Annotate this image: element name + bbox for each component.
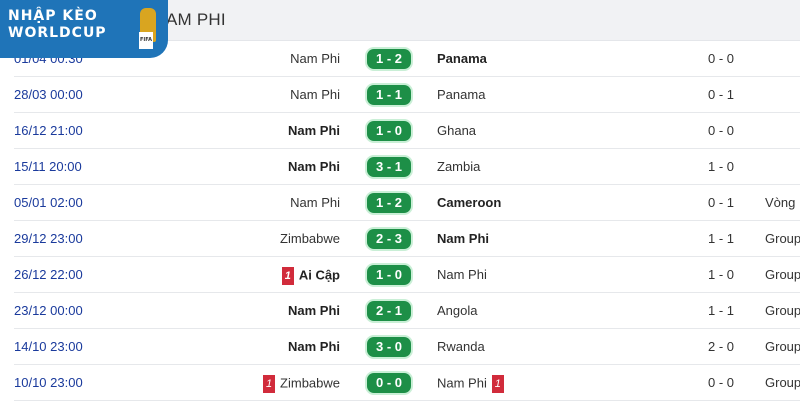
red-card-icon: 1: [281, 267, 294, 285]
match-row[interactable]: 15/11 20:00 Nam Phi 3 - 1 Zambia 1 - 0: [14, 149, 800, 185]
home-team-name: Nam Phi: [290, 195, 340, 210]
away-team[interactable]: Nam Phi: [437, 267, 487, 282]
match-date[interactable]: 14/10 23:00: [14, 339, 83, 354]
match-row[interactable]: 01/04 00:30 Nam Phi 1 - 2 Panama 0 - 0: [14, 41, 800, 77]
halftime-score: 1 - 1: [708, 303, 735, 318]
home-team[interactable]: Nam Phi: [290, 51, 340, 66]
home-team[interactable]: Nam Phi: [288, 339, 340, 354]
away-team[interactable]: Panama: [437, 51, 487, 66]
away-team-name: Angola: [437, 303, 478, 318]
score-badge[interactable]: 1 - 2: [367, 49, 411, 69]
score-badge[interactable]: 1 - 2: [367, 193, 411, 213]
home-team[interactable]: 1 Zimbabwe: [258, 375, 340, 393]
round-label: Group: [765, 231, 800, 246]
home-team-name: Nam Phi: [287, 159, 340, 174]
away-team[interactable]: Rwanda: [437, 339, 485, 354]
round-label: Vòng: [765, 195, 796, 210]
match-date[interactable]: 05/01 02:00: [14, 195, 83, 210]
score-badge[interactable]: 1 - 1: [367, 85, 411, 105]
halftime-score: 1 - 1: [708, 231, 735, 246]
score-badge[interactable]: 3 - 1: [367, 157, 411, 177]
away-team[interactable]: Ghana: [437, 123, 476, 138]
fifa-mark: FIFA: [139, 32, 153, 49]
match-row[interactable]: 16/12 21:00 Nam Phi 1 - 0 Ghana 0 - 0: [14, 113, 800, 149]
score-badge[interactable]: 2 - 1: [367, 301, 411, 321]
home-team-name: Nam Phi: [287, 123, 340, 138]
halftime-score: 1 - 0: [708, 267, 735, 282]
score-badge[interactable]: 0 - 0: [367, 373, 411, 393]
home-team-name: Zimbabwe: [280, 231, 340, 246]
home-team-name: Zimbabwe: [280, 375, 340, 391]
away-team-name: Rwanda: [437, 339, 485, 354]
score-badge[interactable]: 1 - 0: [367, 121, 411, 141]
score-badge[interactable]: 1 - 0: [367, 265, 411, 285]
round-label: Group: [765, 267, 800, 282]
match-row[interactable]: 14/10 23:00 Nam Phi 3 - 0 Rwanda 2 - 0 G…: [14, 329, 800, 365]
home-team-name: Nam Phi: [290, 51, 340, 66]
round-label: Group: [765, 375, 800, 390]
home-team[interactable]: Nam Phi: [288, 123, 340, 138]
match-row[interactable]: 05/01 02:00 Nam Phi 1 - 2 Cameroon 0 - 1…: [14, 185, 800, 221]
halftime-score: 2 - 0: [708, 339, 735, 354]
home-team-name: Ai Cập: [298, 267, 340, 283]
home-team[interactable]: Nam Phi: [290, 87, 340, 102]
away-team-name: Zambia: [437, 159, 481, 174]
match-row[interactable]: 26/12 22:00 1 Ai Cập 1 - 0 Nam Phi 1 - 0 …: [14, 257, 800, 293]
match-date[interactable]: 15/11 20:00: [14, 159, 82, 174]
score-badge[interactable]: 3 - 0: [367, 337, 411, 357]
home-team[interactable]: Nam Phi: [288, 159, 340, 174]
score-badge[interactable]: 2 - 3: [367, 229, 411, 249]
match-date[interactable]: 23/12 00:00: [14, 303, 83, 318]
site-logo[interactable]: NHẬP KÈO WORLDCUP FIFA: [0, 0, 168, 58]
away-team-name: Panama: [437, 87, 486, 102]
halftime-score: 0 - 1: [708, 87, 735, 102]
halftime-score: 1 - 0: [708, 159, 735, 174]
away-team-name: Cameroon: [437, 195, 502, 210]
away-team[interactable]: Nam Phi: [437, 231, 489, 246]
halftime-score: 0 - 1: [708, 195, 735, 210]
match-date[interactable]: 16/12 21:00: [14, 123, 83, 138]
match-row[interactable]: 10/10 23:00 1 Zimbabwe 0 - 0 Nam Phi 1 0 -…: [14, 365, 800, 401]
away-team[interactable]: Panama: [437, 87, 485, 102]
round-label: Group: [765, 339, 800, 354]
red-card-icon: 1: [491, 375, 504, 393]
away-team-name: Nam Phi: [437, 375, 487, 391]
away-team[interactable]: Angola: [437, 303, 477, 318]
halftime-score: 0 - 0: [708, 123, 735, 138]
away-team[interactable]: Nam Phi 1: [437, 375, 509, 393]
halftime-score: 0 - 0: [708, 375, 735, 390]
red-card-icon: 1: [263, 375, 276, 393]
away-team[interactable]: Cameroon: [437, 195, 501, 210]
home-team[interactable]: Zimbabwe: [280, 231, 340, 246]
away-team-name: Ghana: [437, 123, 477, 138]
home-team[interactable]: Nam Phi: [290, 195, 340, 210]
away-team[interactable]: Zambia: [437, 159, 480, 174]
match-row[interactable]: 23/12 00:00 Nam Phi 2 - 1 Angola 1 - 1 G…: [14, 293, 800, 329]
home-team-name: Nam Phi: [290, 87, 340, 102]
home-team-name: Nam Phi: [287, 339, 340, 354]
match-date[interactable]: 29/12 23:00: [14, 231, 83, 246]
away-team-name: Nam Phi: [437, 267, 487, 282]
match-row[interactable]: 28/03 00:00 Nam Phi 1 - 1 Panama 0 - 1: [14, 77, 800, 113]
match-date[interactable]: 26/12 22:00: [14, 267, 83, 282]
match-date[interactable]: 28/03 00:00: [14, 87, 83, 102]
away-team-name: Panama: [437, 51, 487, 66]
home-team[interactable]: Nam Phi: [288, 303, 340, 318]
match-row[interactable]: 29/12 23:00 Zimbabwe 2 - 3 Nam Phi 1 - 1…: [14, 221, 800, 257]
home-team[interactable]: 1 Ai Cập: [277, 267, 340, 285]
round-label: Group: [765, 303, 800, 318]
home-team-name: Nam Phi: [287, 303, 340, 318]
match-date[interactable]: 10/10 23:00: [14, 375, 83, 390]
halftime-score: 0 - 0: [708, 51, 735, 66]
away-team-name: Nam Phi: [437, 231, 490, 246]
